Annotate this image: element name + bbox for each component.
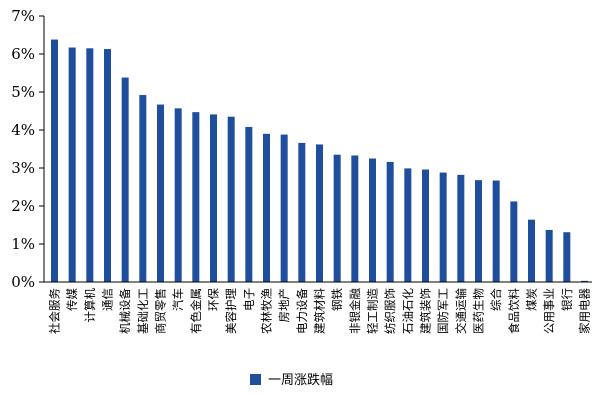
y-tick-label: 2%	[11, 197, 35, 215]
bar	[510, 201, 518, 282]
bar	[298, 142, 306, 282]
bar	[139, 95, 147, 282]
bar	[439, 172, 447, 282]
bar	[563, 232, 571, 282]
legend-label: 一周涨跌幅	[268, 372, 333, 388]
bar	[422, 169, 429, 282]
x-tick-label: 房地产	[277, 288, 291, 323]
x-tick-label: 电力设备	[295, 288, 309, 334]
bar	[210, 114, 217, 282]
x-tick-label: 传媒	[65, 288, 79, 311]
bar	[86, 48, 94, 282]
y-tick-label: 1%	[11, 235, 35, 253]
bar	[104, 49, 111, 283]
x-tick-label: 基础化工	[136, 288, 150, 334]
x-tick-label: 建筑材料	[313, 288, 327, 334]
x-tick-label: 纺织服饰	[383, 288, 397, 334]
x-tick-label: 汽车	[171, 288, 185, 311]
y-tick-label: 6%	[11, 45, 35, 63]
bar	[351, 155, 359, 282]
bar	[263, 133, 270, 282]
x-tick-label: 农林牧渔	[260, 288, 274, 334]
y-tick-label: 3%	[11, 159, 35, 177]
x-tick-label: 交通运输	[454, 288, 468, 334]
bar-series	[51, 39, 588, 283]
bar	[174, 108, 182, 282]
x-tick-label: 食品饮料	[507, 288, 521, 334]
x-tick-label: 医药生物	[472, 288, 486, 334]
bar	[227, 116, 235, 282]
x-tick-label: 煤炭	[525, 288, 539, 311]
bar	[192, 112, 200, 282]
y-tick-label: 4%	[11, 121, 35, 139]
x-tick-label: 美容护理	[224, 288, 238, 334]
x-tick-label: 商贸零售	[154, 288, 168, 334]
bar	[386, 161, 394, 282]
x-tick-label: 国防军工	[436, 288, 450, 334]
x-tick-label: 石油石化	[401, 288, 415, 334]
x-tick-label: 综合	[489, 288, 503, 311]
x-tick-label: 钢铁	[330, 288, 344, 311]
bar	[121, 77, 129, 282]
bar	[280, 134, 288, 282]
bar	[157, 104, 164, 282]
legend-swatch	[250, 374, 261, 385]
y-tick-label: 7%	[11, 7, 35, 25]
x-tick-label: 机械设备	[118, 288, 132, 334]
x-tick-label: 公用事业	[542, 288, 556, 334]
bar	[51, 39, 58, 283]
x-tick-label: 家用电器	[578, 288, 592, 334]
x-tick-label: 非银金融	[348, 288, 362, 334]
bar	[545, 229, 553, 282]
bar	[492, 180, 500, 282]
bar	[333, 154, 341, 282]
legend: 一周涨跌幅	[250, 372, 333, 388]
bar	[404, 168, 412, 282]
bar	[369, 158, 376, 282]
x-tick-label: 电子	[242, 288, 256, 311]
x-tick-label: 建筑装饰	[419, 288, 433, 334]
bar	[457, 174, 465, 282]
x-tick-label: 银行	[560, 288, 574, 311]
x-tick-label: 轻工制造	[366, 288, 380, 334]
y-tick-label: 5%	[11, 83, 35, 101]
x-tick-label: 社会服务	[48, 288, 62, 334]
y-tick-label: 0%	[11, 273, 35, 291]
x-tick-label: 计算机	[83, 288, 97, 323]
bar	[475, 180, 482, 282]
bar	[245, 126, 253, 283]
bar	[581, 280, 588, 282]
x-tick-label: 通信	[101, 288, 115, 311]
x-tick-label: 有色金属	[189, 288, 203, 334]
x-tick-label: 环保	[207, 288, 221, 311]
y-axis: 0% 1% 2% 3% 4% 5% 6% 7%	[11, 7, 45, 291]
bar	[68, 47, 76, 282]
bar	[528, 219, 535, 282]
bar	[316, 144, 323, 282]
x-axis: 社会服务 传媒 计算机 通信 机械设备 基础化工 商贸零售 汽车 有色金属 环保 美容护理 电子 农林牧…	[44, 281, 592, 334]
